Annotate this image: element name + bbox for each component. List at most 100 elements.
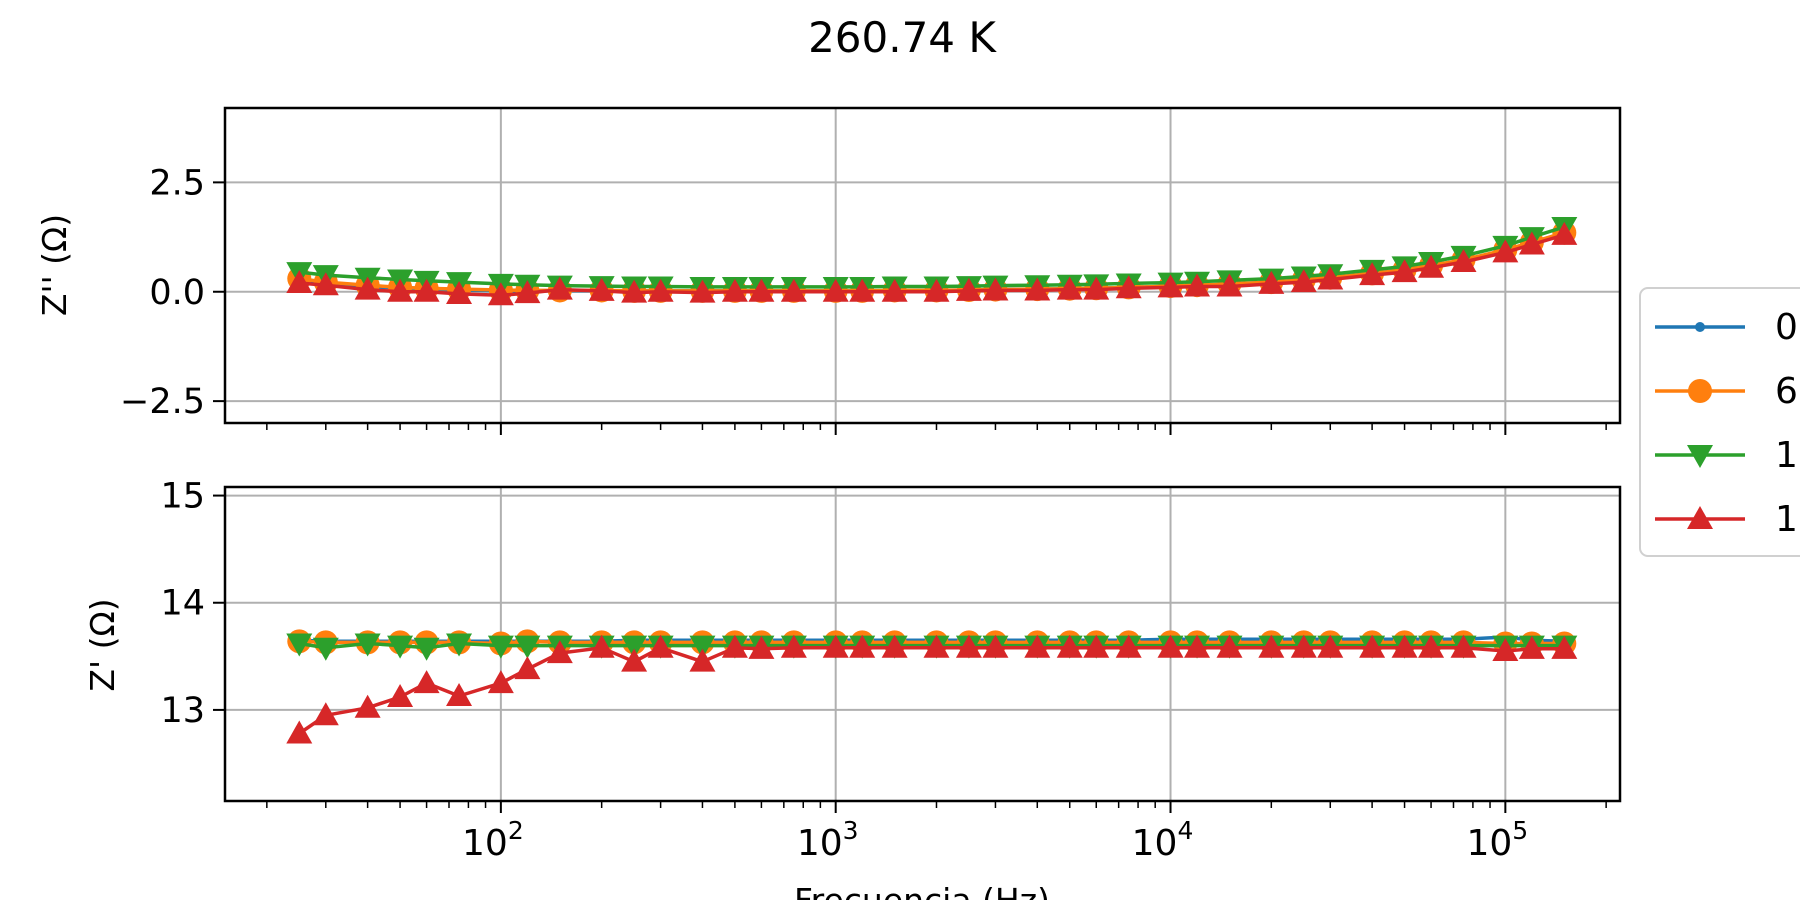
bottom-series-3-point xyxy=(1518,635,1545,659)
top-series-3-point xyxy=(1024,277,1051,301)
top-series-3-point xyxy=(822,278,849,302)
bottom-y-axis-label: Z' (Ω) xyxy=(83,598,122,691)
bottom-series-2-point xyxy=(621,635,648,659)
legend-label-3: 1 xyxy=(1775,499,1798,540)
legend: 0 6 1 1 xyxy=(1639,287,1800,557)
bottom-series-3-point xyxy=(1391,634,1418,658)
top-series-3-point xyxy=(1056,276,1083,300)
bottom-series-3-point xyxy=(546,640,573,664)
top-series-3-point xyxy=(387,278,414,302)
bottom-series-3-point xyxy=(514,656,541,680)
bottom-series-3-point xyxy=(1083,634,1110,658)
figure-title: 260.74 K xyxy=(808,13,997,62)
top-y-tick-label: 2.5 xyxy=(149,163,205,203)
bottom-series-3-point xyxy=(1492,637,1519,661)
bottom-series-2-point xyxy=(387,635,414,659)
top-series-3-point xyxy=(721,278,748,302)
bottom-series-3-point xyxy=(621,648,648,672)
top-series-3-point xyxy=(413,278,440,302)
bottom-y-tick-label: 15 xyxy=(160,477,205,517)
top-series-3-point xyxy=(955,277,982,301)
top-y-tick-label: 0.0 xyxy=(149,273,205,313)
bottom-series-3-point xyxy=(1450,634,1477,658)
legend-frame xyxy=(1639,287,1800,557)
top-series-3-point xyxy=(1492,239,1519,263)
top-series-3-point xyxy=(647,278,674,302)
bottom-series-3-point xyxy=(1024,634,1051,658)
bottom-series-2-point xyxy=(487,635,514,659)
legend-label-1: 6 xyxy=(1775,371,1798,412)
bottom-series-2-point xyxy=(514,635,541,659)
top-series-3-point xyxy=(1418,254,1445,278)
top-series-3-point xyxy=(1184,273,1211,297)
bottom-series-3-point xyxy=(689,648,716,672)
bottom-series-3-point xyxy=(446,682,473,706)
top-series-3-point xyxy=(748,278,775,302)
top-series-3-point xyxy=(1216,273,1243,297)
legend-marker-3 xyxy=(1687,506,1713,529)
top-series-3-point xyxy=(1317,266,1344,290)
bottom-series-3-point xyxy=(1157,634,1184,658)
bottom-series-3-point xyxy=(849,634,876,658)
bottom-series-3-point xyxy=(1115,634,1142,658)
top-series-3-point xyxy=(1083,276,1110,300)
top-series-3-point xyxy=(1290,269,1317,293)
bottom-series-2-point xyxy=(354,633,381,657)
top-series-3-point xyxy=(1157,274,1184,298)
top-series-3-point xyxy=(881,278,908,302)
top-series-3-point xyxy=(1359,262,1386,286)
bottom-series-3-point xyxy=(982,634,1009,658)
bottom-series-3-point xyxy=(881,634,908,658)
top-series-3-point xyxy=(354,276,381,300)
bottom-series-3-point xyxy=(721,634,748,658)
bottom-series-3-point xyxy=(822,634,849,658)
top-series-3-point xyxy=(588,277,615,301)
bottom-y-tick-label: 14 xyxy=(160,584,205,624)
bottom-axes-frame xyxy=(223,485,1622,803)
legend-label-0: 0 xyxy=(1775,307,1798,348)
top-ticks: −2.5 0.0 2.5 xyxy=(120,163,1607,435)
bottom-series-3-point xyxy=(1258,634,1285,658)
top-y-tick-label: −2.5 xyxy=(120,382,205,422)
bottom-series-3-point xyxy=(923,634,950,658)
top-series-3-point xyxy=(1115,275,1142,299)
legend-label-2: 1 xyxy=(1775,435,1798,476)
top-series-3-point xyxy=(1391,259,1418,283)
bottom-series-2-point xyxy=(413,637,440,661)
top-series-3-point xyxy=(689,279,716,303)
bottom-y-tick-label: 13 xyxy=(160,691,205,731)
x-tick-label: 103 xyxy=(797,816,859,864)
bottom-series-2-point xyxy=(286,633,313,657)
top-series xyxy=(286,217,1578,306)
x-axis-label: Frecuencia (Hz) xyxy=(794,881,1050,900)
bottom-series-3-point xyxy=(1056,634,1083,658)
legend-marker-1 xyxy=(1688,379,1712,403)
bottom-series-3-point xyxy=(487,670,514,694)
bottom-series-3-point xyxy=(1359,634,1386,658)
bottom-series-2-point xyxy=(312,637,339,661)
top-series-3-point xyxy=(312,272,339,296)
top-y-axis-label: Z'' (Ω) xyxy=(35,214,74,316)
bottom-series-3-point xyxy=(1418,634,1445,658)
bottom-series-2-point xyxy=(446,633,473,657)
top-series-3-point xyxy=(982,277,1009,301)
bottom-series-3-point xyxy=(387,684,414,708)
top-series-3-point xyxy=(1450,249,1477,272)
bottom-series-3-point xyxy=(354,694,381,718)
legend-marker-0 xyxy=(1695,322,1705,332)
bottom-series-3-point xyxy=(955,634,982,658)
bottom-series-3-point xyxy=(1290,634,1317,658)
top-series-3-point xyxy=(1518,231,1545,255)
top-series-3-point xyxy=(780,278,807,302)
bottom-series-3-point xyxy=(588,634,615,658)
bottom-series-3 xyxy=(286,634,1578,744)
top-series-3-point xyxy=(849,278,876,302)
bottom-series-2-point xyxy=(689,635,716,659)
top-series-3-point xyxy=(621,279,648,303)
top-series-3-point xyxy=(514,280,541,304)
top-series-3-point xyxy=(286,270,313,293)
top-axes-frame xyxy=(223,106,1622,425)
top-series-3 xyxy=(286,221,1578,306)
